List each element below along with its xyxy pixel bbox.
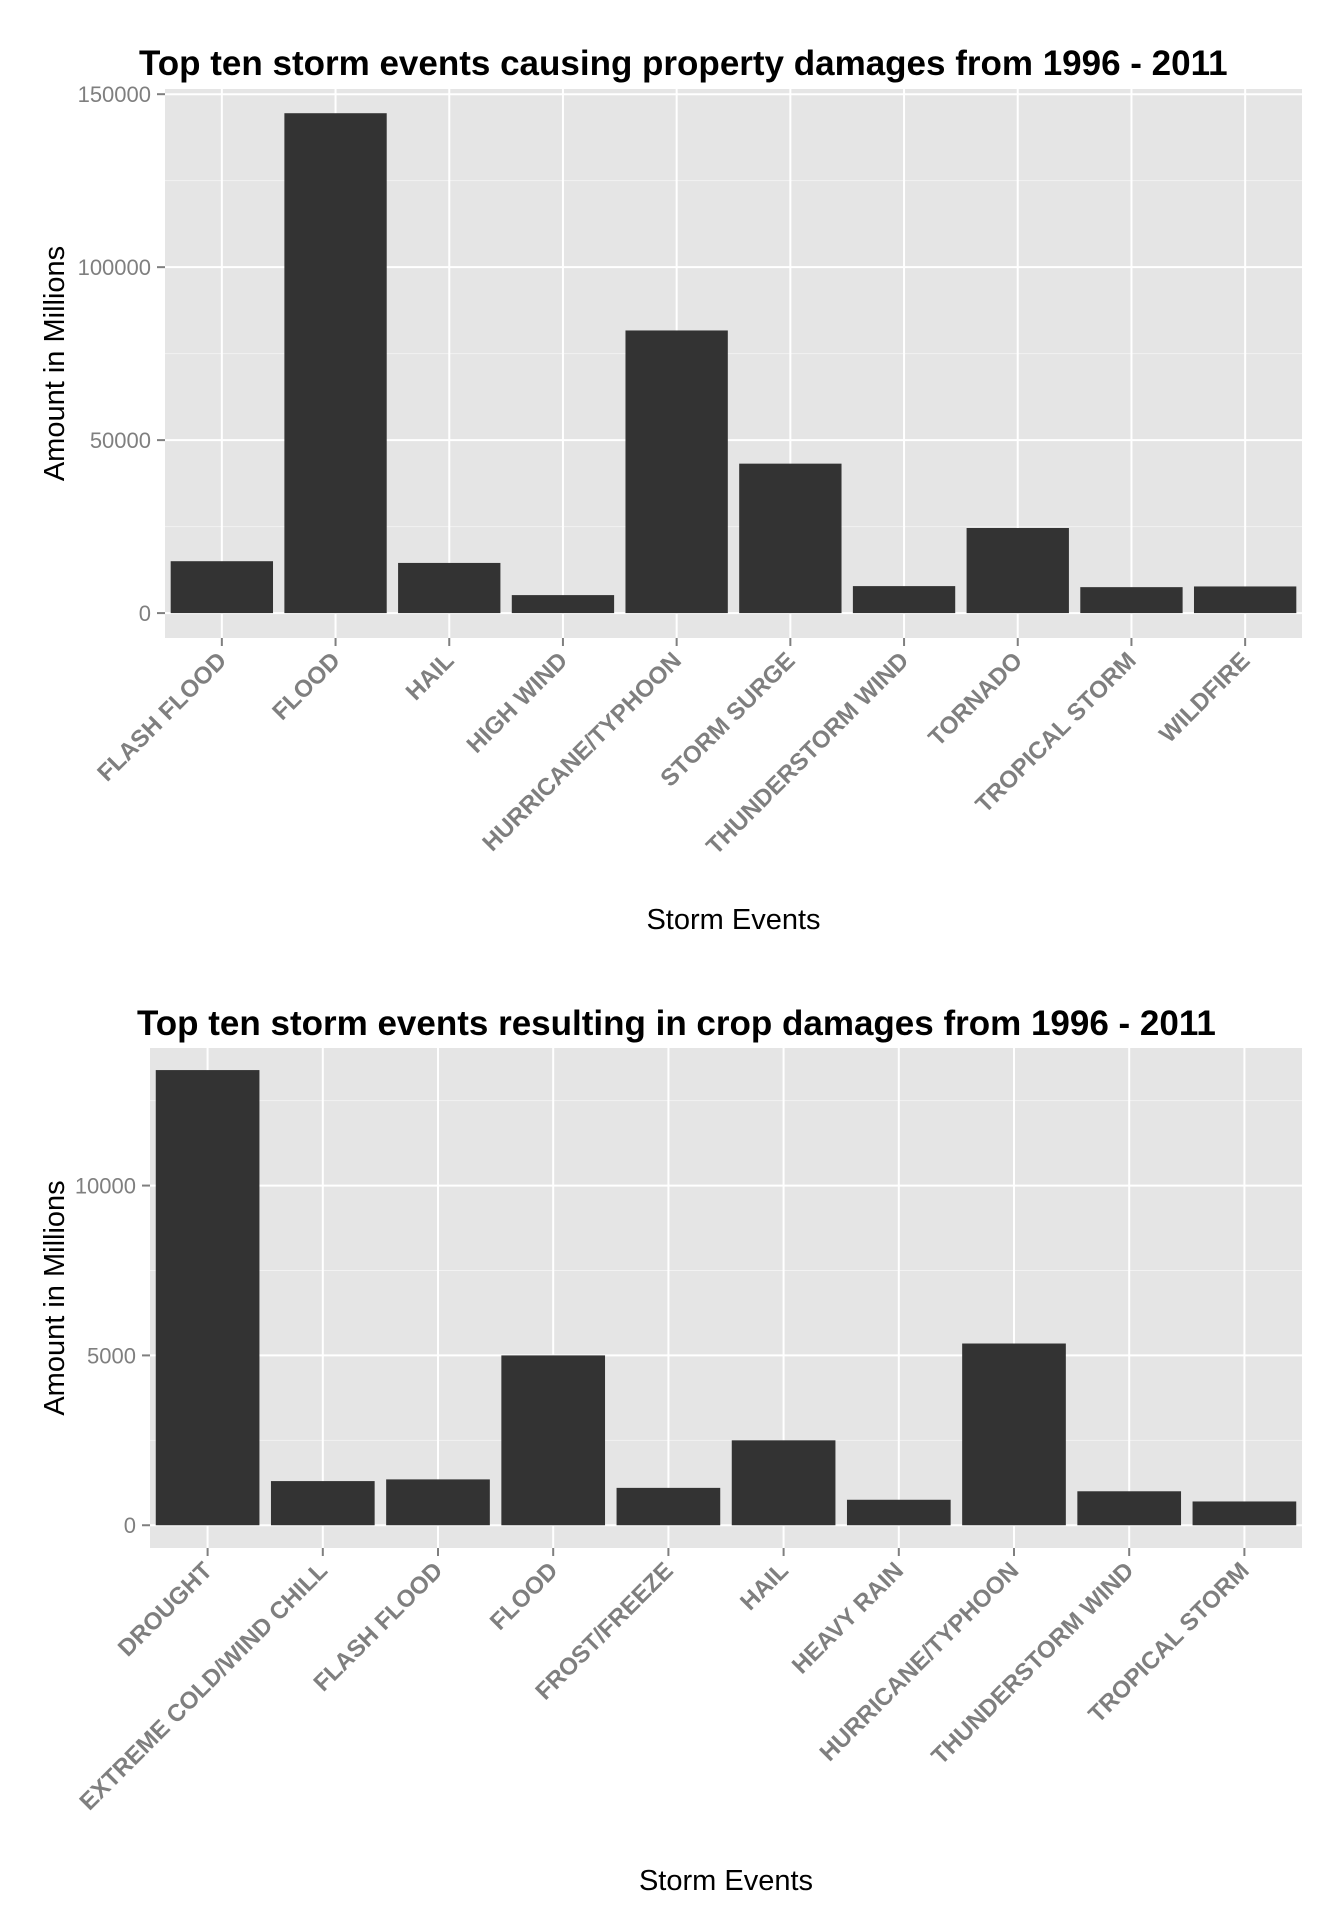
bar [284,113,387,614]
bar [846,1499,951,1526]
bar [1193,586,1297,614]
x-tick-label: TORNADO [923,647,1028,752]
plot-panel [150,1048,1302,1548]
y-tick-label: 0 [124,1513,136,1538]
bar-layer [155,1070,1297,1526]
property-damage-chart: Top ten storm events causing property da… [39,44,1302,936]
bar [511,595,615,614]
bar [501,1355,606,1526]
y-tick-label: 50000 [90,428,151,453]
x-tick-label: HAIL [401,647,460,706]
x-tick-label: HEAVY RAIN [787,1557,909,1679]
y-axis-label: Amount in Millions [39,1180,71,1415]
chart-title: Top ten storm events resulting in crop d… [137,1004,1216,1043]
x-axis-label: Storm Events [639,1865,813,1897]
bar [616,1487,721,1526]
y-tick-label: 10000 [75,1174,136,1199]
x-tick-label: DROUGHT [113,1557,218,1662]
bar [739,463,842,614]
bar [731,1440,836,1526]
y-tick-label: 100000 [78,255,151,280]
bar [962,1343,1066,1526]
x-tick-label: THUNDERSTORM WIND [701,647,914,860]
bar [1077,1491,1182,1526]
y-axis-label: Amount in Millions [39,246,71,481]
bar [1192,1501,1297,1526]
bar [852,586,956,614]
y-tick-label: 5000 [87,1343,136,1368]
x-tick-label: FLASH FLOOD [92,647,232,787]
y-tick-label: 150000 [78,82,151,107]
x-tick-label: HIGH WIND [462,647,573,758]
crop-damage-chart: Top ten storm events resulting in crop d… [39,1004,1302,1897]
chart-title: Top ten storm events causing property da… [139,44,1228,83]
x-tick-label: HURRICANE/TYPHOON [477,647,687,857]
y-tick-label: 0 [139,601,151,626]
bar [386,1479,490,1526]
x-tick-label: WILDFIRE [1154,647,1255,748]
bar [155,1070,260,1526]
bar [398,562,501,614]
x-tick-label: HURRICANE/TYPHOON [815,1557,1025,1767]
bar [270,1481,375,1526]
bar-layer [170,113,1297,614]
x-tick-label: HAIL [735,1557,794,1616]
x-tick-label: EXTREME COLD/WIND CHILL [74,1557,333,1816]
bar [966,527,1069,614]
bar [170,561,274,614]
x-tick-label: THUNDERSTORM WIND [926,1557,1139,1770]
bar [1080,587,1183,614]
bar [625,330,728,614]
x-tick-label: FLOOD [485,1557,563,1635]
x-tick-label: FLOOD [267,647,345,725]
x-axis-label: Storm Events [646,904,820,936]
